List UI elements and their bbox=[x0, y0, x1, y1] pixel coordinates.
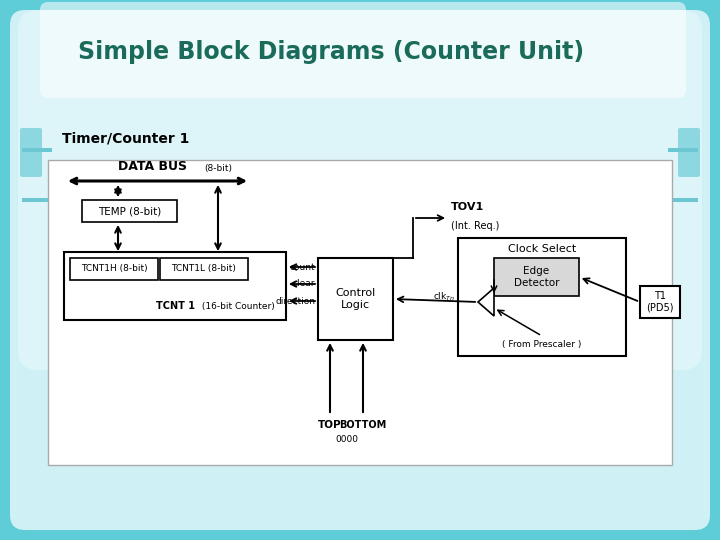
Text: (16-bit Counter): (16-bit Counter) bbox=[199, 301, 275, 310]
Bar bbox=[22, 148, 52, 152]
Text: 0000: 0000 bbox=[335, 435, 358, 444]
Text: TCNT1L (8-bit): TCNT1L (8-bit) bbox=[171, 265, 236, 273]
Text: (8-bit): (8-bit) bbox=[204, 164, 232, 173]
Text: Edge
Detector: Edge Detector bbox=[514, 266, 559, 288]
Text: direction: direction bbox=[275, 296, 315, 306]
Bar bbox=[668, 198, 698, 202]
Text: BOTTOM: BOTTOM bbox=[339, 420, 387, 430]
Text: TCNT 1: TCNT 1 bbox=[156, 301, 194, 311]
Text: DATA BUS: DATA BUS bbox=[118, 160, 187, 173]
Text: TOP: TOP bbox=[318, 420, 342, 430]
Text: Clock Select: Clock Select bbox=[508, 244, 576, 254]
Bar bbox=[318, 258, 393, 340]
Text: clear: clear bbox=[292, 280, 315, 288]
Bar bbox=[494, 258, 579, 296]
Polygon shape bbox=[478, 288, 494, 316]
Bar bbox=[48, 160, 672, 465]
FancyBboxPatch shape bbox=[20, 128, 42, 177]
FancyBboxPatch shape bbox=[678, 128, 700, 177]
Bar bbox=[82, 200, 177, 222]
Bar bbox=[22, 198, 52, 202]
Text: ( From Prescaler ): ( From Prescaler ) bbox=[503, 340, 582, 348]
Bar bbox=[64, 252, 286, 320]
Text: Timer/Counter 1: Timer/Counter 1 bbox=[62, 131, 189, 145]
Bar bbox=[668, 148, 698, 152]
Text: T1
(PD5): T1 (PD5) bbox=[647, 291, 674, 313]
Text: Simple Block Diagrams (Counter Unit): Simple Block Diagrams (Counter Unit) bbox=[78, 40, 584, 64]
Text: TOV1: TOV1 bbox=[451, 202, 485, 212]
Bar bbox=[160, 258, 248, 280]
Text: count: count bbox=[289, 262, 315, 272]
Text: Control
Logic: Control Logic bbox=[336, 288, 376, 310]
Bar bbox=[458, 238, 626, 356]
FancyBboxPatch shape bbox=[10, 10, 710, 530]
Bar bbox=[70, 258, 158, 280]
FancyBboxPatch shape bbox=[40, 2, 686, 98]
Text: (Int. Req.): (Int. Req.) bbox=[451, 221, 500, 231]
Text: clk$_{Tn}$: clk$_{Tn}$ bbox=[433, 291, 455, 303]
Text: TCNT1H (8-bit): TCNT1H (8-bit) bbox=[81, 265, 148, 273]
FancyBboxPatch shape bbox=[18, 10, 702, 370]
Bar bbox=[640, 286, 680, 318]
Text: TEMP (8-bit): TEMP (8-bit) bbox=[98, 206, 161, 216]
